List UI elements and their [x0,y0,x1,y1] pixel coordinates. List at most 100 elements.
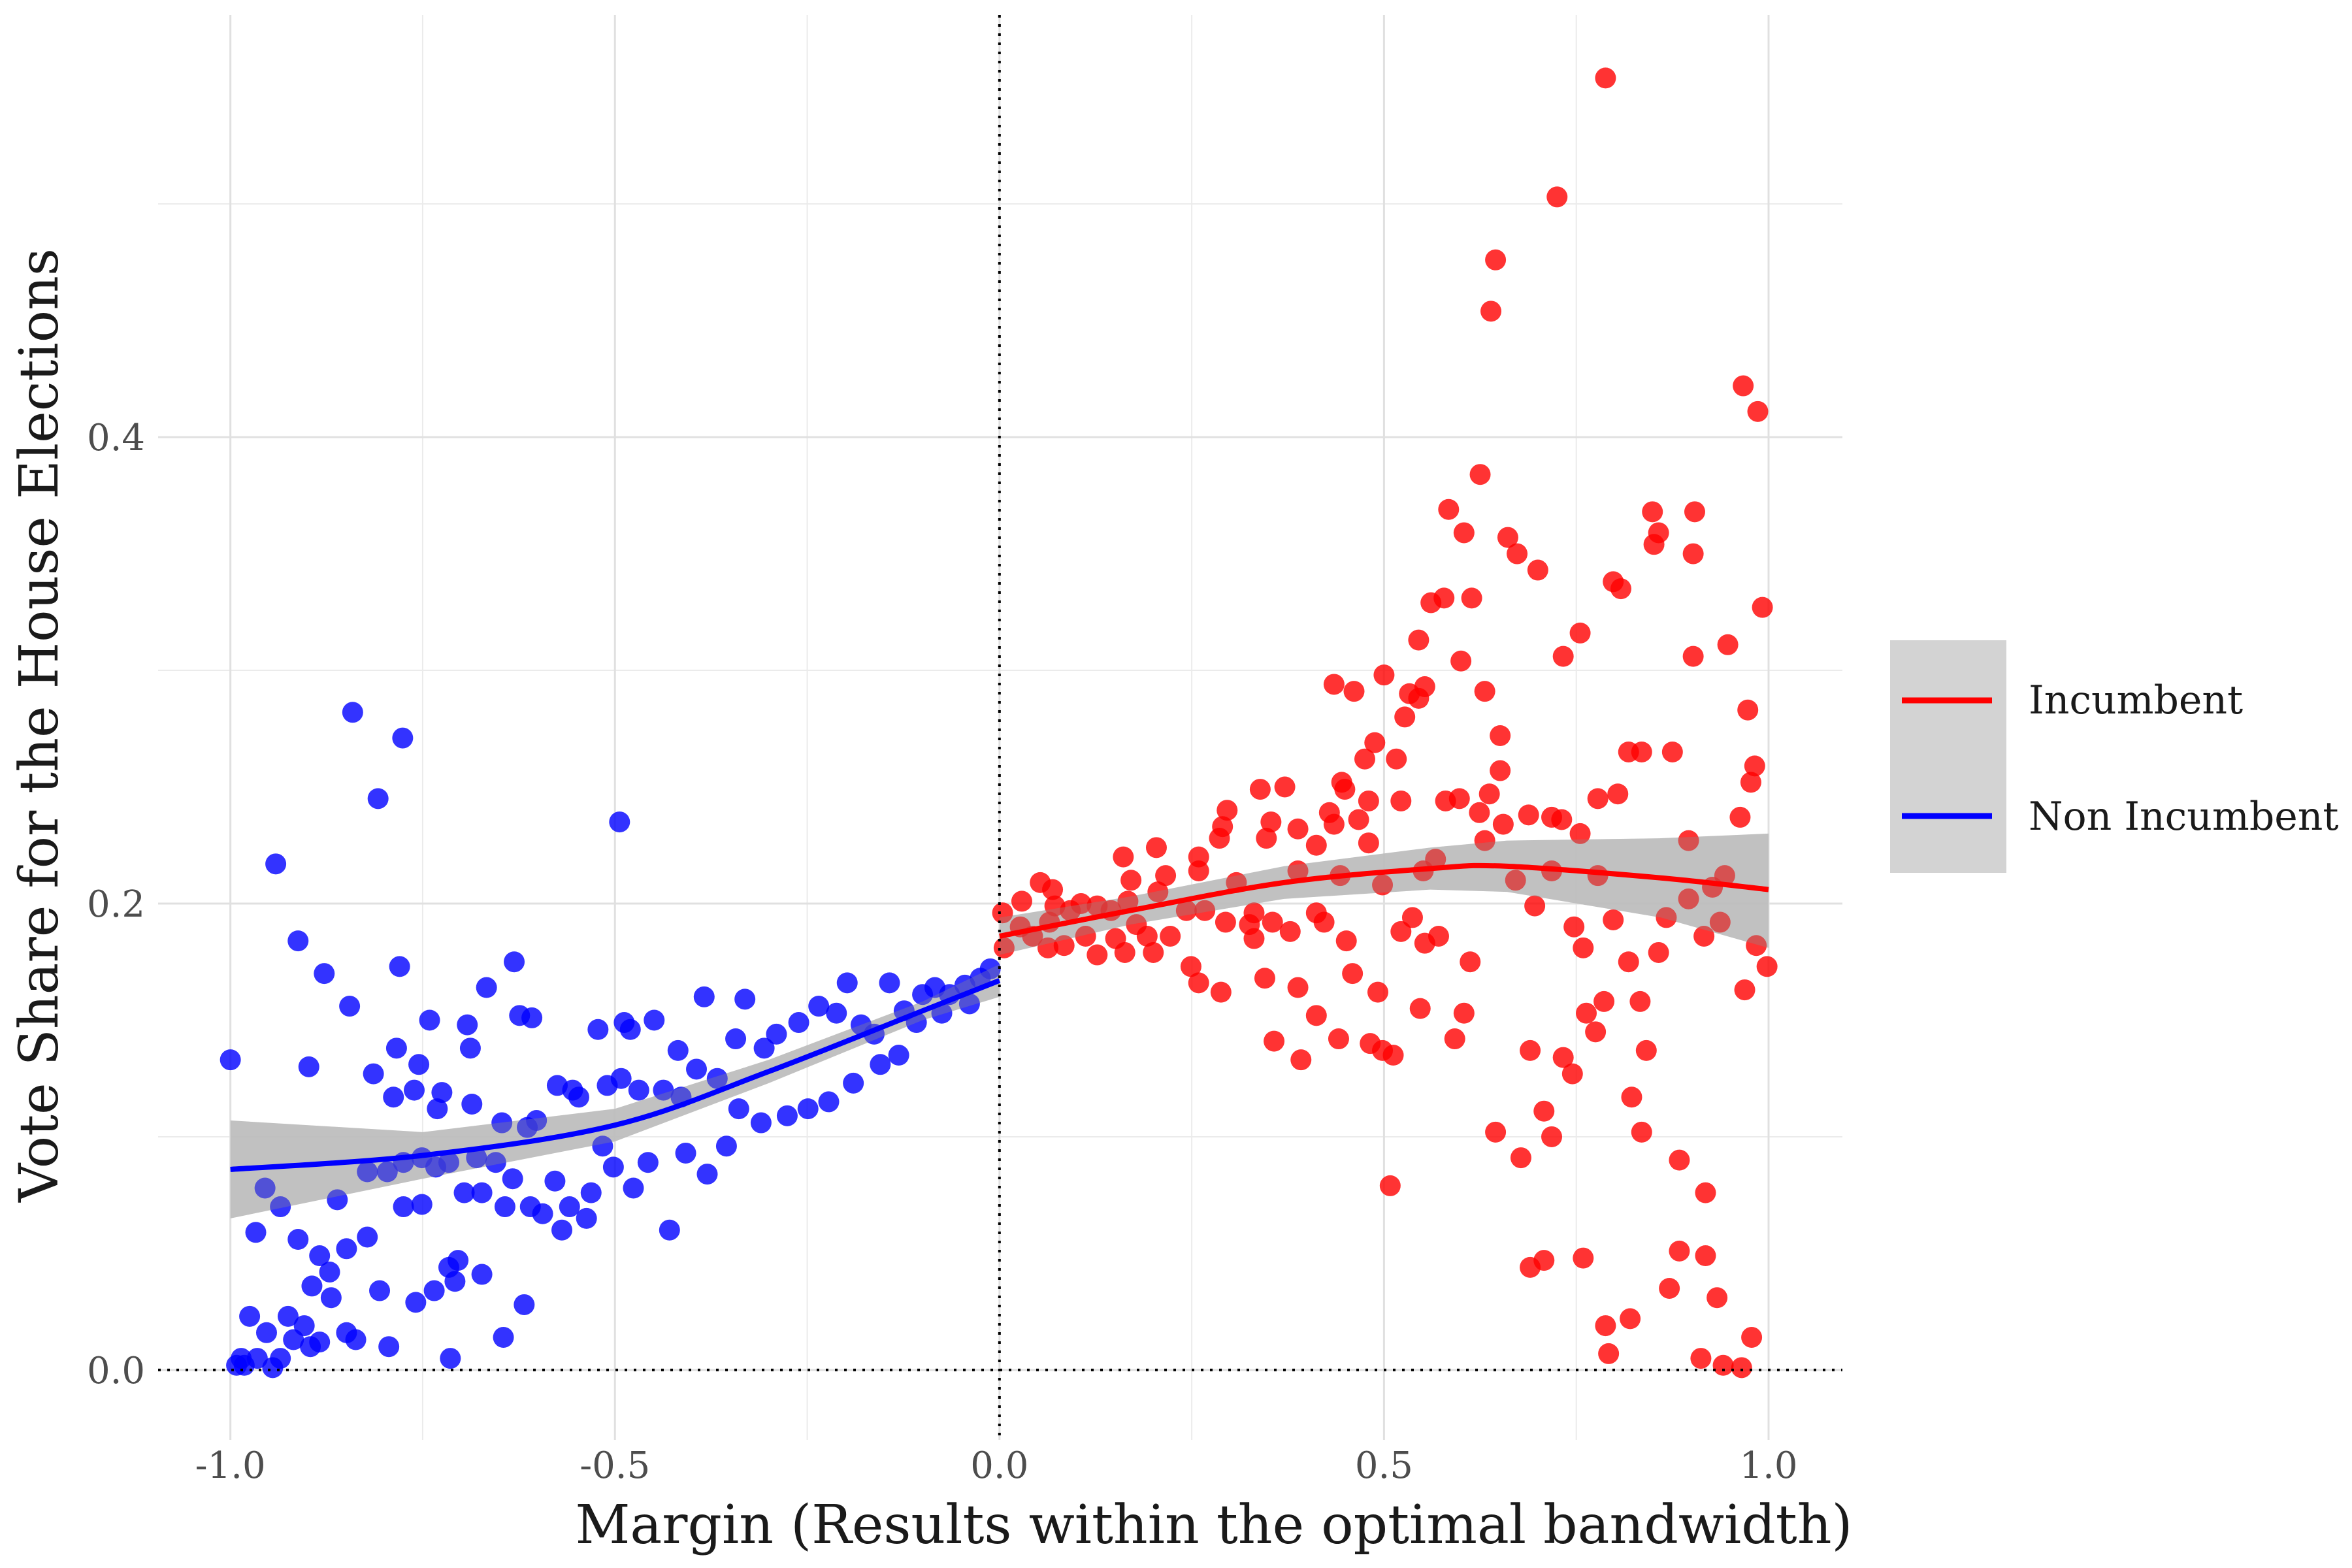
point-incumbent [1642,501,1663,523]
point-incumbent [1693,925,1715,947]
point-incumbent [1444,1028,1465,1050]
point-incumbent [1287,818,1309,840]
point-incumbent [1576,1002,1597,1024]
point-incumbent [1469,802,1490,823]
y-tick-label: 0.2 [87,883,145,926]
legend: Incumbent Non Incumbent [1890,640,2339,873]
point-non-incumbent [471,1182,493,1203]
tick-labels: -1.0 -0.5 0.0 0.5 1.0 0.0 0.2 0.4 [87,417,1798,1487]
point-non-incumbent [879,972,900,994]
point-non-incumbent [602,1156,624,1178]
point-incumbent [1569,622,1591,644]
point-non-incumbent [776,1105,798,1126]
point-non-incumbent [686,1058,708,1080]
point-non-incumbent [423,1280,445,1301]
point-incumbent [1497,527,1518,548]
point-non-incumbent [444,1271,466,1292]
point-non-incumbent [287,1229,309,1250]
point-non-incumbent [457,1014,478,1036]
point-incumbent [1734,979,1756,1001]
point-non-incumbent [544,1170,566,1192]
y-tick-label: 0.0 [87,1350,145,1392]
point-incumbent [1408,629,1429,651]
point-non-incumbent [576,1207,597,1229]
point-non-incumbent [411,1194,433,1215]
point-incumbent [1485,249,1507,270]
point-non-incumbent [419,1009,440,1031]
point-non-incumbent [357,1161,378,1183]
point-incumbent [1593,990,1615,1012]
point-incumbent [1573,937,1594,958]
point-incumbent [1478,783,1500,805]
point-incumbent [1438,498,1460,520]
point-non-incumbent [609,811,630,833]
point-incumbent [1552,645,1574,667]
point-non-incumbent [734,988,756,1010]
point-incumbent [1145,837,1167,858]
point-incumbent [1354,748,1375,770]
point-incumbent [1507,543,1528,564]
point-non-incumbent [587,1019,609,1040]
point-incumbent [1561,1063,1583,1085]
point-incumbent [1390,790,1412,811]
point-incumbent [1610,578,1631,600]
point-incumbent [1448,788,1470,809]
reference-lines [158,15,1842,1440]
point-incumbent [1113,846,1134,868]
point-non-incumbent [568,1086,589,1108]
fit-line-non-incumbent [230,978,1001,1172]
point-incumbent [1037,937,1058,958]
point-incumbent [1490,725,1511,746]
point-incumbent [1060,900,1081,921]
point-incumbent [1194,900,1216,921]
point-non-incumbent [471,1264,493,1285]
point-incumbent [1480,301,1502,322]
point-incumbent [1243,928,1265,949]
point-incumbent [1661,741,1683,762]
point-non-incumbent [728,1098,749,1120]
x-tick-label: -1.0 [195,1445,266,1487]
point-non-incumbent [255,1322,277,1343]
point-non-incumbent [580,1182,602,1203]
point-non-incumbent [485,1152,506,1173]
point-incumbent [1746,935,1767,956]
point-incumbent [1505,870,1526,891]
point-non-incumbent [637,1152,659,1173]
point-incumbent [1607,783,1629,805]
point-non-incumbent [265,853,287,875]
point-incumbent [1120,870,1142,891]
point-non-incumbent [519,1196,541,1218]
point-non-incumbent [667,1039,689,1061]
point-incumbent [1401,907,1423,928]
point-non-incumbent [301,1275,323,1297]
point-incumbent [1621,1086,1642,1108]
point-non-incumbent [653,1079,674,1101]
point-non-incumbent [509,1005,531,1026]
point-incumbent [1343,681,1365,702]
point-incumbent [1546,186,1568,208]
point-incumbent [1279,921,1301,942]
point-incumbent [1372,874,1394,896]
point-non-incumbent [610,1068,632,1089]
point-non-incumbent [706,1068,728,1089]
point-non-incumbent [453,1182,475,1203]
point-non-incumbent [491,1112,513,1134]
point-incumbent [1260,811,1282,833]
point-incumbent [1143,941,1164,963]
point-incumbent [1217,800,1238,821]
point-incumbent [1254,968,1275,989]
point-incumbent [1520,1256,1541,1278]
x-axis-title: Margin (Results within the optimal bandw… [575,1494,1852,1556]
point-non-incumbent [514,1294,535,1315]
point-non-incumbent [389,956,410,977]
point-incumbent [1461,587,1482,609]
point-non-incumbent [766,1023,787,1045]
point-incumbent [1717,634,1739,655]
point-non-incumbent [277,1305,299,1327]
point-non-incumbent [958,993,980,1015]
point-non-incumbent [270,1348,291,1369]
point-incumbent [1086,944,1108,966]
point-incumbent [1563,916,1585,938]
point-non-incumbent [750,1112,772,1134]
y-axis-title: Vote Share for the House Elections [8,248,71,1203]
